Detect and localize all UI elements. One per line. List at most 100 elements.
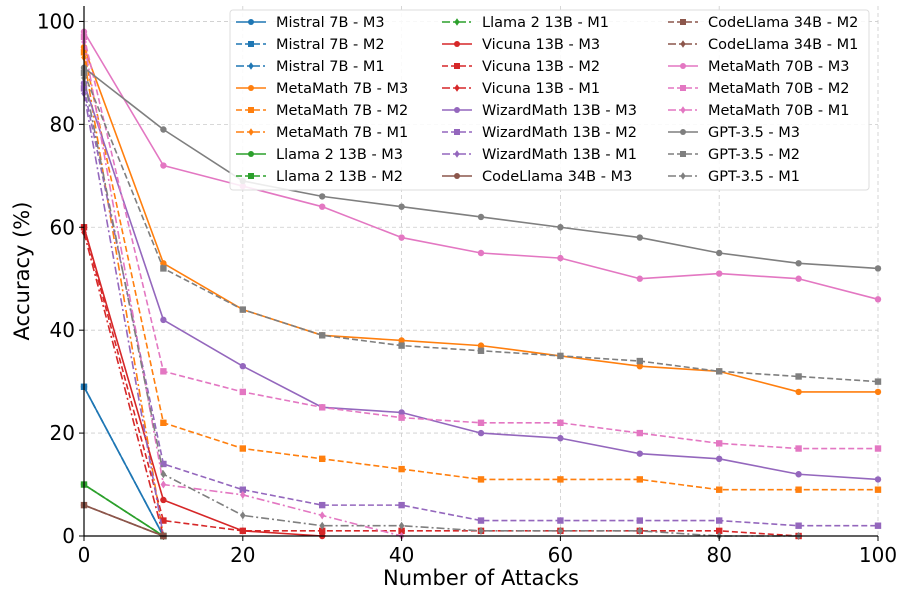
legend-entry: MetaMath 70B - M2 [668,81,849,97]
data-point [636,476,643,483]
legend-label: MetaMath 7B - M2 [276,103,408,119]
legend-marker [454,107,460,113]
data-point [477,476,485,483]
data-point [874,265,882,272]
y-axis-label: Accuracy (%) [10,202,34,341]
legend-label: MetaMath 70B - M2 [708,81,849,97]
data-point [398,465,405,473]
legend-label: CodeLlama 34B - M3 [482,169,632,185]
data-point [716,527,723,535]
y-tick-label: 60 [50,215,75,239]
legend-entry: GPT-3.5 - M2 [668,147,800,163]
data-point [795,471,802,478]
data-point [319,332,326,339]
data-point [239,445,246,452]
y-tick-label: 20 [50,421,75,445]
legend-entry: Llama 2 13B - M1 [442,15,609,31]
legend-entry: Llama 2 13B - M2 [236,169,403,185]
data-point [240,511,246,520]
x-tick-label: 80 [706,543,731,567]
data-point [239,388,246,396]
legend-marker [248,85,254,91]
legend-entry: Mistral 7B - M1 [236,59,385,75]
legend-marker [680,19,686,25]
legend-label: Llama 2 13B - M1 [482,15,609,31]
data-point [477,213,485,221]
data-point [874,486,882,493]
data-point [557,526,564,535]
legend-marker [248,107,254,113]
legend-entry: WizardMath 13B - M3 [442,103,637,119]
legend-entry: Vicuna 13B - M1 [442,81,600,97]
data-point [557,435,564,442]
legend-label: Mistral 7B - M3 [276,15,385,31]
data-point [160,316,167,324]
data-point [716,486,723,493]
legend-label: WizardMath 13B - M3 [482,103,637,119]
data-point [240,490,246,499]
data-point [716,249,723,257]
legend-entry: MetaMath 7B - M3 [236,81,408,97]
series-line [83,227,799,537]
data-point [239,306,246,313]
data-point [477,342,485,349]
data-point [398,414,405,421]
data-point [874,296,882,303]
data-point [477,419,485,426]
legend-entry: MetaMath 70B - M3 [668,59,849,75]
legend-label: GPT-3.5 - M1 [708,169,800,185]
legend-label: MetaMath 7B - M1 [276,125,408,141]
legend-label: Vicuna 13B - M3 [482,37,600,53]
data-point [716,270,723,277]
data-point [874,388,882,396]
data-point [319,527,326,535]
data-point [557,476,564,483]
data-point [557,254,564,262]
legend-entry: MetaMath 7B - M1 [236,125,408,141]
data-point [716,440,723,447]
series-gpt-3-5-m1 [81,74,802,540]
data-point [160,470,167,479]
data-point [398,527,405,535]
legend-marker [248,151,254,157]
legend-marker [680,40,686,48]
data-point [636,357,643,365]
series-vicuna-13b-m2 [80,224,802,540]
series-gpt-3-5-m3 [80,64,882,272]
data-point [160,517,167,524]
series-codellama-34b-m3 [80,501,167,540]
legend-label: Llama 2 13B - M2 [276,169,403,185]
data-point [795,275,802,282]
data-point [795,445,802,452]
data-point [716,368,723,375]
legend-marker [454,41,460,47]
legend-marker [680,172,686,180]
data-point [239,362,246,370]
series-line [83,88,878,527]
data-point [557,517,564,524]
legend-label: WizardMath 13B - M2 [482,125,637,141]
data-point [398,203,405,210]
series-line [83,483,164,537]
legend-entry: Vicuna 13B - M2 [442,59,600,75]
axes: 0 20 40 60 80 100 0 20 40 60 80 100 [37,6,897,567]
legend-entry: Mistral 7B - M3 [236,15,385,31]
legend-box [229,9,870,191]
data-point [636,234,643,241]
legend-entry: CodeLlama 34B - M1 [668,37,858,53]
legend-marker [680,106,686,114]
legend-marker [248,173,254,179]
data-point [398,337,405,344]
data-point [636,429,643,437]
legend-entry: CodeLlama 34B - M2 [668,15,858,31]
legend-entry: MetaMath 70B - M1 [668,103,849,119]
legend-label: WizardMath 13B - M1 [482,147,637,163]
data-point [637,526,643,535]
data-point [160,162,167,169]
data-point [636,450,643,457]
legend-marker [248,19,254,25]
series-line [83,227,323,537]
data-point [398,234,405,241]
legend-label: MetaMath 7B - M3 [276,81,408,97]
